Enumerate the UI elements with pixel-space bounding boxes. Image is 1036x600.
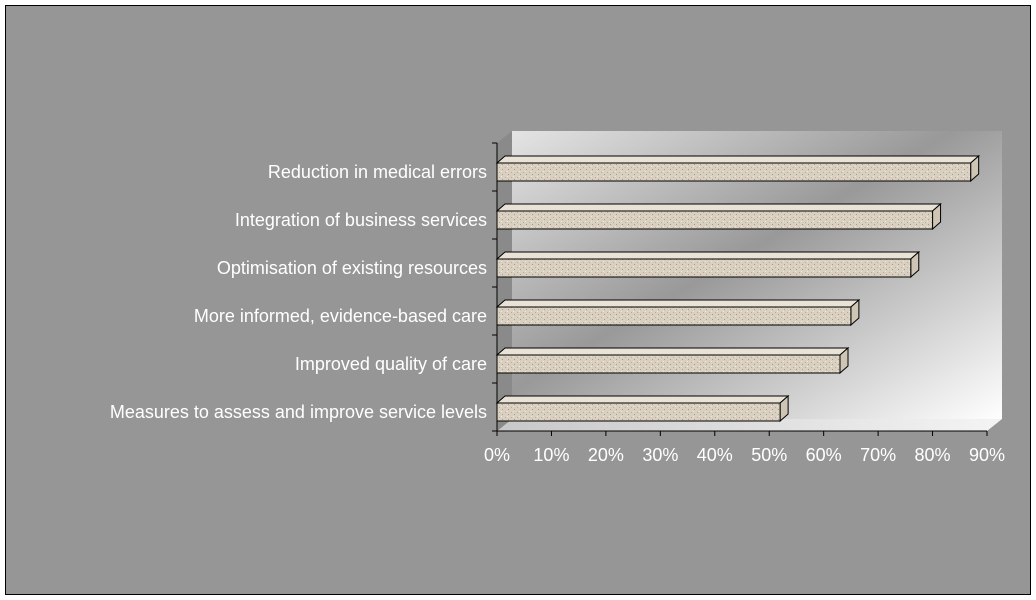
bar-top-face <box>495 347 850 356</box>
x-tick-label: 20% <box>588 445 624 465</box>
category-label: Integration of business services <box>235 210 487 230</box>
x-tick-label: 50% <box>751 445 787 465</box>
x-tick-label: 0% <box>484 445 510 465</box>
category-label: Improved quality of care <box>295 354 487 374</box>
category-label: Optimisation of existing resources <box>217 258 487 278</box>
x-tick-label: 40% <box>697 445 733 465</box>
bar <box>496 354 841 374</box>
bar-top-face <box>495 395 790 404</box>
bar <box>496 258 912 278</box>
bar-top-face <box>495 299 861 308</box>
bar-chart: 0% 10% 20% 30% 40% 50% 60% 70% 80% 90% Reduction i… <box>110 131 1005 465</box>
category-label: Reduction in medical errors <box>268 162 487 182</box>
bar <box>496 162 972 182</box>
chart-area: 0% 10% 20% 30% 40% 50% 60% 70% 80% 90% Reduction i… <box>5 5 1031 595</box>
category-label: Measures to assess and improve service l… <box>110 402 487 422</box>
bar <box>496 210 934 230</box>
plot-floor <box>497 419 1002 431</box>
x-tick-label: 30% <box>642 445 678 465</box>
x-tick-label: 90% <box>969 445 1005 465</box>
x-tick-label: 80% <box>915 445 951 465</box>
bar-top-face <box>495 203 942 212</box>
bar-top-face <box>495 251 921 260</box>
x-tick-label: 10% <box>533 445 569 465</box>
bar <box>496 402 781 422</box>
x-tick-label: 70% <box>860 445 896 465</box>
bar-top-face <box>495 155 980 164</box>
category-label: More informed, evidence-based care <box>194 306 487 326</box>
bar <box>496 306 852 326</box>
x-tick-label: 60% <box>806 445 842 465</box>
